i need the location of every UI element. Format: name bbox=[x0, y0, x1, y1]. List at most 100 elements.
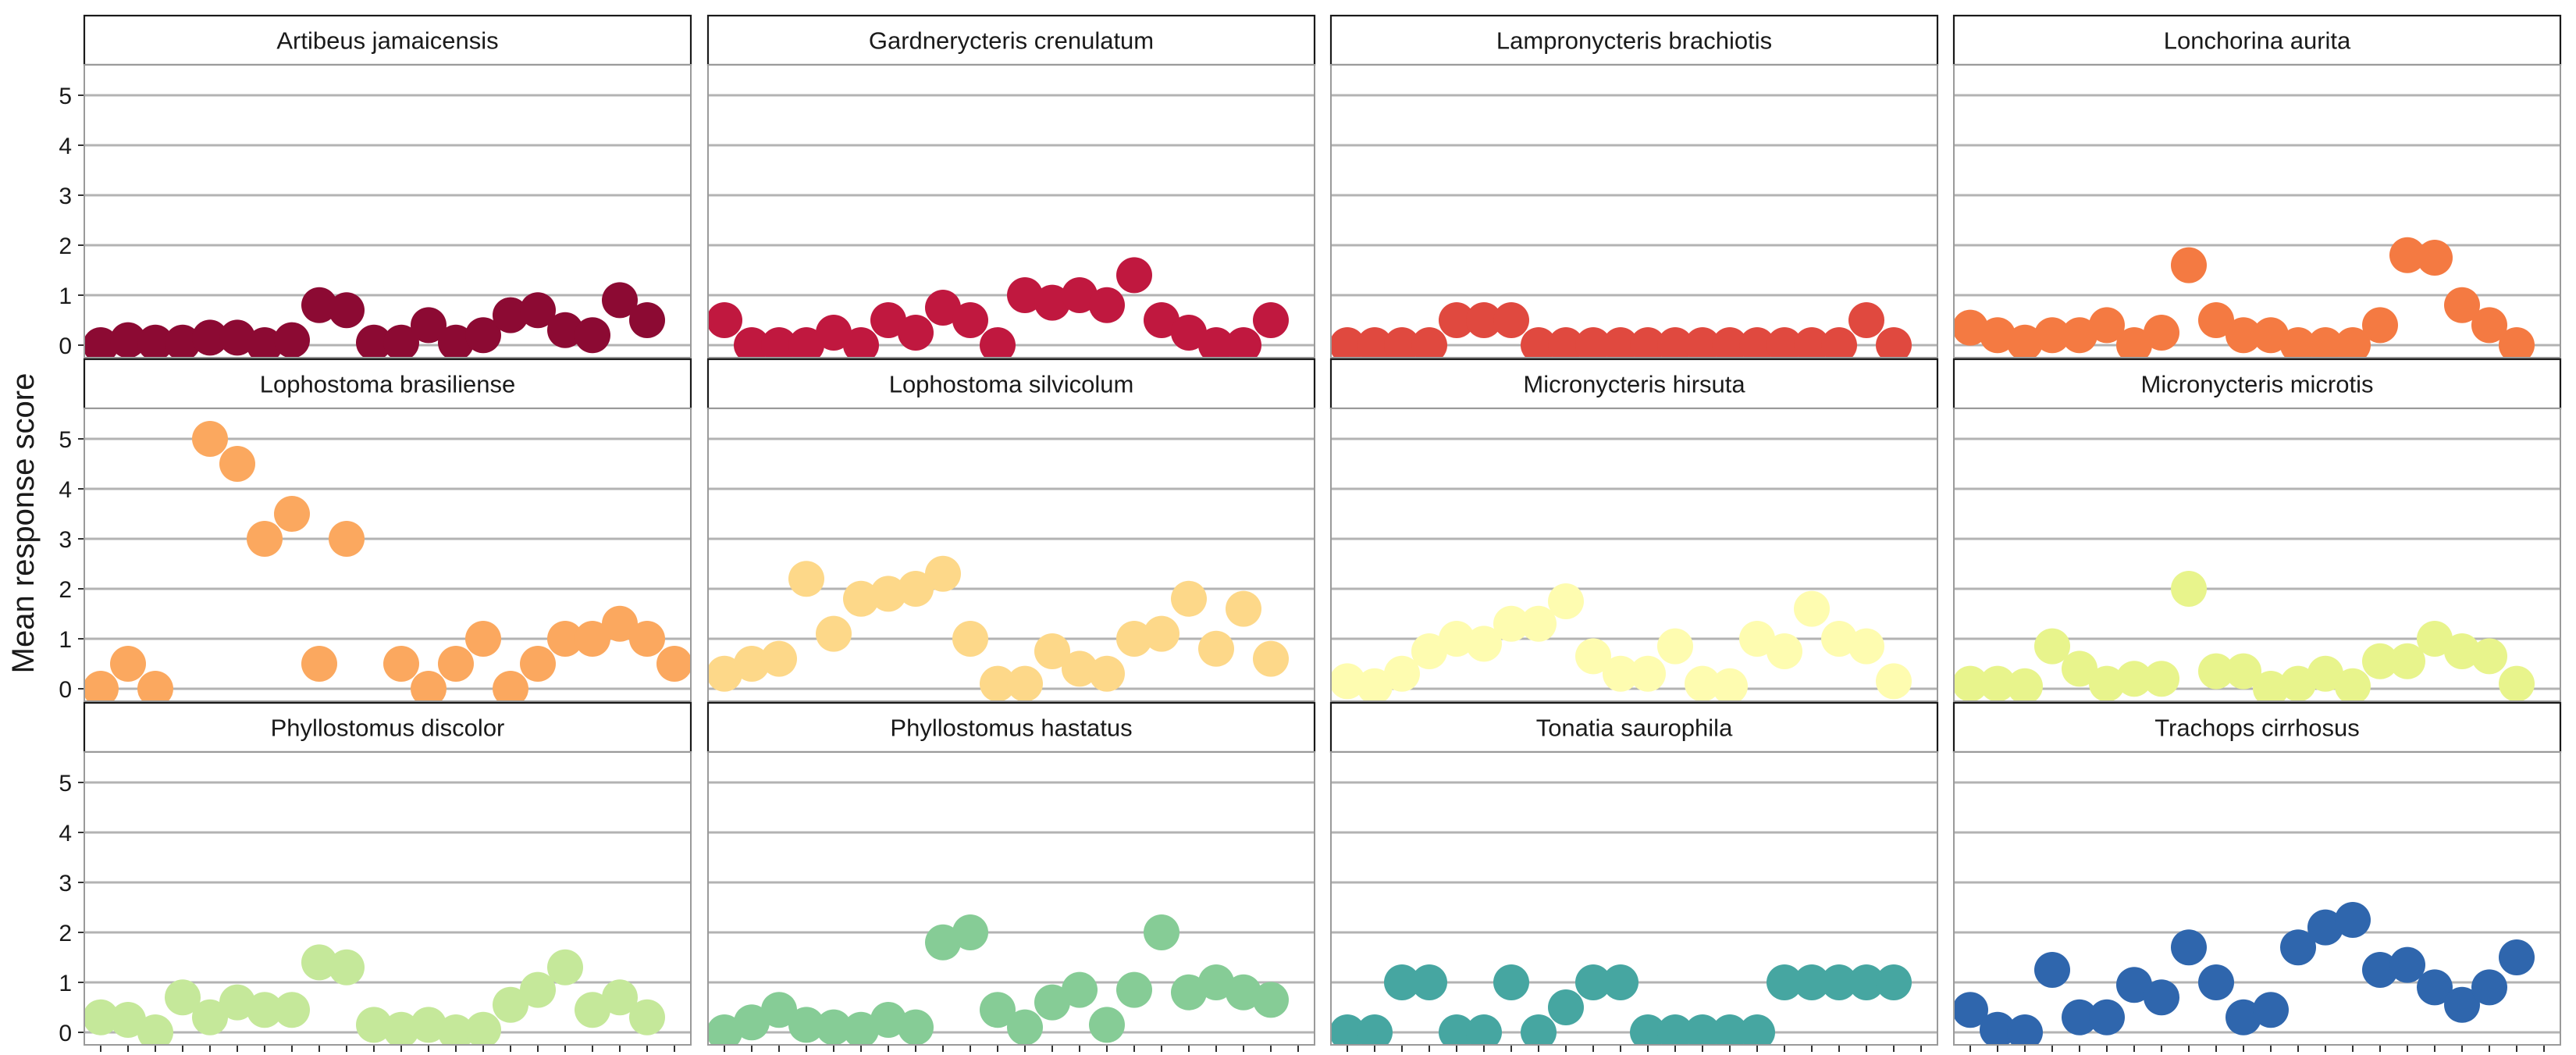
data-point bbox=[1548, 583, 1584, 619]
data-point bbox=[1821, 327, 1857, 358]
facet-strip bbox=[83, 14, 692, 66]
data-point bbox=[2116, 327, 2152, 358]
data-point bbox=[2089, 999, 2125, 1035]
facet-title: Gardnerycteris crenulatum bbox=[869, 27, 1154, 55]
data-point bbox=[1685, 327, 1720, 358]
series-points bbox=[84, 282, 665, 358]
data-point bbox=[629, 999, 665, 1035]
data-point bbox=[761, 327, 797, 358]
data-point bbox=[1253, 982, 1289, 1018]
data-point bbox=[274, 496, 310, 532]
facet-strip bbox=[1329, 701, 1939, 754]
data-point bbox=[1384, 655, 1420, 692]
panel-border bbox=[1330, 408, 1938, 702]
data-point bbox=[602, 605, 638, 642]
data-point bbox=[2089, 665, 2125, 701]
data-point bbox=[1198, 630, 1234, 667]
panel-border bbox=[84, 408, 692, 702]
data-point bbox=[1848, 628, 1884, 665]
data-point bbox=[2280, 929, 2316, 966]
data-point bbox=[2171, 929, 2207, 966]
data-point bbox=[2253, 317, 2289, 354]
data-point bbox=[1411, 964, 1447, 1000]
y-tick-label: 5 bbox=[59, 771, 72, 797]
facet-title: Phyllostomus discolor bbox=[271, 715, 505, 742]
facet-panel: Lophostoma silvicolum bbox=[706, 358, 1316, 702]
data-point bbox=[493, 297, 528, 333]
data-point bbox=[1357, 327, 1393, 358]
y-tick-label: 4 bbox=[59, 821, 72, 846]
panel-background bbox=[708, 65, 1315, 358]
data-point bbox=[1007, 665, 1043, 701]
data-point bbox=[1466, 302, 1502, 338]
y-tick-label: 1 bbox=[59, 971, 72, 996]
data-point bbox=[2007, 1014, 2043, 1045]
data-point bbox=[1144, 615, 1179, 652]
data-point bbox=[192, 319, 228, 356]
data-point bbox=[383, 324, 419, 358]
data-point bbox=[2198, 302, 2234, 338]
data-point bbox=[1657, 327, 1693, 358]
data-point bbox=[329, 292, 365, 329]
data-point bbox=[465, 621, 501, 657]
y-tick-label: 2 bbox=[59, 921, 72, 946]
data-point bbox=[411, 671, 447, 701]
data-point bbox=[575, 992, 610, 1028]
data-point bbox=[1144, 914, 1179, 950]
y-tick-label: 2 bbox=[59, 233, 72, 259]
data-point bbox=[301, 944, 337, 981]
data-point bbox=[110, 646, 146, 682]
data-point bbox=[1144, 302, 1179, 338]
data-point bbox=[952, 621, 988, 657]
data-point bbox=[898, 315, 934, 351]
data-point bbox=[1439, 1014, 1475, 1045]
data-point bbox=[1493, 302, 1529, 338]
data-point bbox=[1062, 650, 1098, 687]
facet-strip bbox=[1329, 14, 1939, 66]
facet-panels: Artibeus jamaicensis 0 1 2 3 4 5 Gardnerycteris… bbox=[59, 14, 2562, 1052]
panel-border bbox=[707, 64, 1315, 358]
data-point bbox=[1739, 327, 1775, 358]
data-point bbox=[1575, 964, 1611, 1000]
y-tick-label: 2 bbox=[59, 577, 72, 603]
data-point bbox=[493, 671, 528, 701]
data-point bbox=[2335, 327, 2371, 358]
data-point bbox=[602, 282, 638, 319]
data-point bbox=[438, 1014, 474, 1045]
data-point bbox=[2253, 992, 2289, 1028]
data-point bbox=[1116, 621, 1152, 657]
data-point bbox=[356, 324, 392, 358]
data-point bbox=[247, 521, 283, 557]
data-point bbox=[734, 1004, 770, 1041]
data-point bbox=[274, 992, 310, 1028]
data-point bbox=[1739, 621, 1775, 657]
facet-panel: Micronycteris hirsuta bbox=[1329, 358, 1939, 702]
data-point bbox=[2417, 240, 2453, 276]
series-points bbox=[708, 555, 1289, 701]
series-points bbox=[708, 914, 1289, 1045]
data-point bbox=[1089, 287, 1125, 323]
facet-strip bbox=[706, 358, 1316, 410]
data-point bbox=[2062, 999, 2097, 1035]
facet-title: Lophostoma silvicolum bbox=[889, 371, 1134, 398]
data-point bbox=[1603, 655, 1638, 692]
data-point bbox=[2226, 317, 2261, 354]
data-point bbox=[520, 292, 556, 329]
data-point bbox=[980, 327, 1016, 358]
data-point bbox=[925, 555, 961, 592]
data-point bbox=[898, 571, 934, 607]
data-point bbox=[816, 615, 852, 652]
data-point bbox=[2144, 979, 2179, 1016]
data-point bbox=[1876, 327, 1912, 358]
panel-border bbox=[84, 751, 692, 1046]
facet-title: Lonchorina aurita bbox=[2164, 27, 2351, 55]
data-point bbox=[1253, 640, 1289, 677]
data-point bbox=[1116, 257, 1152, 294]
data-point bbox=[1954, 309, 1988, 346]
panel-border bbox=[707, 408, 1315, 702]
data-point bbox=[1794, 964, 1830, 1000]
data-point bbox=[2089, 307, 2125, 344]
data-point bbox=[2362, 643, 2398, 679]
data-point bbox=[1007, 1009, 1043, 1045]
